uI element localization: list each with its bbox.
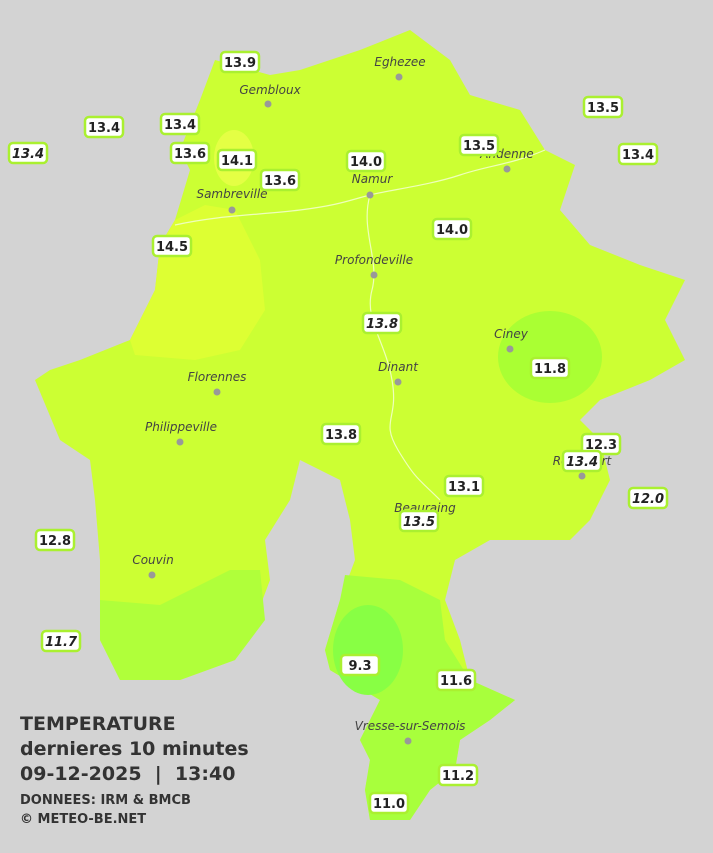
city-label: Profondeville <box>335 253 413 267</box>
city-dot <box>395 73 403 81</box>
city-label: Philippeville <box>145 420 217 434</box>
label-box <box>627 486 669 510</box>
temperature-label: 14.1 <box>221 154 253 169</box>
temperature-label: 14.0 <box>350 155 382 170</box>
temperature-label: 11.2 <box>442 769 474 784</box>
temperature-label: 14.0 <box>436 223 468 238</box>
temperature-label: 13.4 <box>566 455 598 470</box>
label-box <box>435 668 477 692</box>
label-box <box>529 356 571 380</box>
city-label: Couvin <box>132 553 173 567</box>
label-box <box>582 95 624 119</box>
label-box <box>617 142 659 166</box>
temperature-label: 12.3 <box>585 438 617 453</box>
label-box <box>169 141 211 165</box>
label-box <box>159 112 201 136</box>
temperature-label: 11.7 <box>45 635 78 650</box>
temperature-label: 13.6 <box>264 174 296 189</box>
temperature-label: 13.8 <box>366 317 398 332</box>
label-box <box>320 422 362 446</box>
city-label: Florennes <box>188 370 247 384</box>
temperature-label: 11.6 <box>440 674 472 689</box>
temperature-label: 13.8 <box>325 428 357 443</box>
label-box <box>339 653 381 677</box>
temperature-label: 13.5 <box>587 101 619 116</box>
temperature-label: 12.0 <box>632 492 664 507</box>
city-label: Ciney <box>494 327 529 341</box>
temperature-label: 13.4 <box>164 118 196 133</box>
city-label: Sambreville <box>196 187 267 201</box>
label-box <box>345 149 387 173</box>
label-box <box>443 474 485 498</box>
temperature-label: 14.5 <box>156 240 188 255</box>
temperature-label: 13.1 <box>448 480 480 495</box>
city-label: Namur <box>352 172 394 186</box>
city-dot <box>394 378 402 386</box>
label-box <box>83 115 125 139</box>
city-dot <box>176 438 184 446</box>
label-box <box>40 629 82 653</box>
city-dot <box>148 571 156 579</box>
city-dot <box>404 737 412 745</box>
source: DONNEES: IRM & BMCB <box>20 793 191 808</box>
label-box <box>398 509 440 533</box>
title: TEMPERATURE <box>20 713 176 735</box>
temperature-label: 13.4 <box>88 121 120 136</box>
temperature-label: 11.8 <box>534 362 566 377</box>
city-dot <box>264 100 272 108</box>
temperature-label: 13.5 <box>403 515 435 530</box>
temperature-label: 13.9 <box>224 56 256 71</box>
temperature-label: 9.3 <box>348 659 371 674</box>
city-dot <box>228 206 236 214</box>
cool-zone <box>100 570 265 680</box>
label-box <box>437 763 479 787</box>
datetime: 09-12-2025 | 13:40 <box>20 763 235 785</box>
city-dot <box>506 345 514 353</box>
city-dot <box>578 472 586 480</box>
label-box <box>216 148 258 172</box>
label-box <box>361 311 403 335</box>
label-box <box>368 791 410 815</box>
city-dot <box>366 191 374 199</box>
label-box <box>259 168 301 192</box>
cold-zone <box>333 605 403 695</box>
temperature-label: 13.6 <box>174 147 206 162</box>
label-box <box>561 449 603 473</box>
subtitle: dernieres 10 minutes <box>20 738 249 760</box>
city-label: Eghezee <box>374 55 425 69</box>
temperature-label: 12.8 <box>39 534 71 549</box>
temperature-label: 11.0 <box>373 797 405 812</box>
temperature-label: 13.4 <box>12 147 44 162</box>
label-box <box>34 528 76 552</box>
city-label: Vresse-sur-Semois <box>355 719 466 733</box>
city-label: Dinant <box>378 360 419 374</box>
temperature-label: 13.5 <box>463 139 495 154</box>
label-box <box>458 133 500 157</box>
label-box <box>7 141 49 165</box>
label-box <box>431 217 473 241</box>
temperature-label: 13.4 <box>622 148 654 163</box>
city-dot <box>370 271 378 279</box>
city-dot <box>503 165 511 173</box>
label-box <box>151 234 193 258</box>
copyright: © METEO-BE.NET <box>20 812 146 827</box>
city-label: Gembloux <box>239 83 301 97</box>
city-dot <box>213 388 221 396</box>
label-box <box>219 50 261 74</box>
